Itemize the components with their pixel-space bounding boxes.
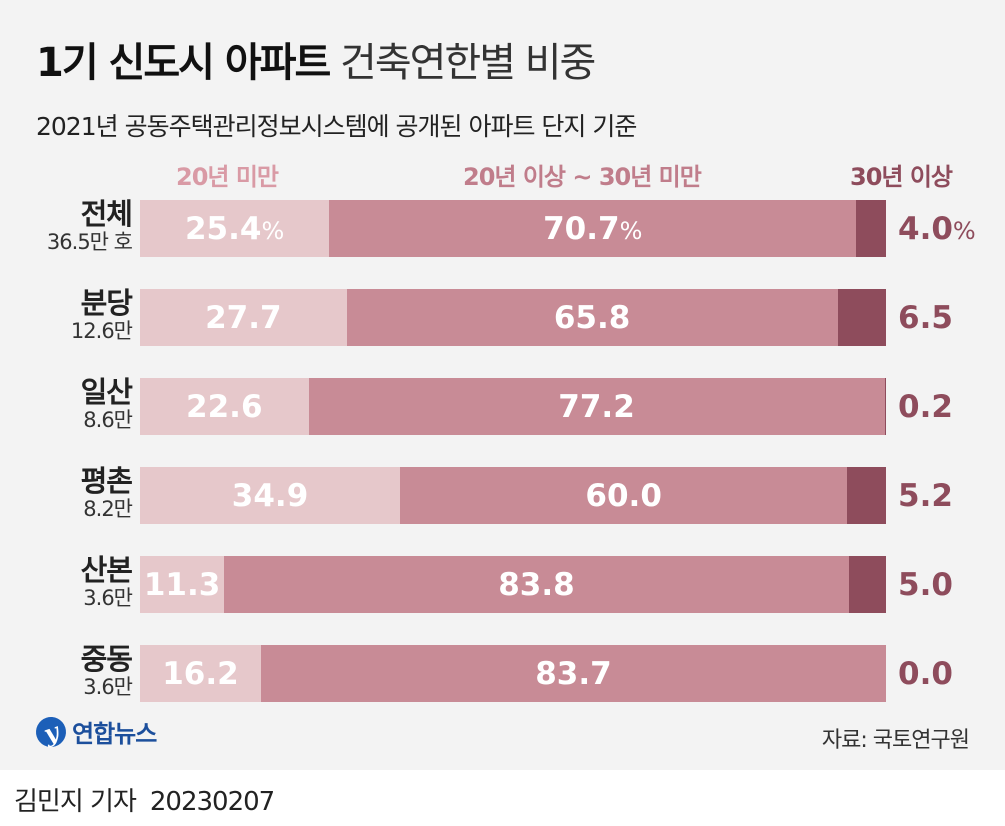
data-label: 16.2 [162,655,239,692]
chart-subtitle: 2021년 공동주택관리정보시스템에 공개된 아파트 단지 기준 [36,112,637,141]
bar-segment [140,467,401,524]
category-name: 산본 [80,553,133,587]
bar-segment [884,378,886,435]
row-label: 일산 8.6만 [20,375,133,432]
legend-under-20: 20년 미만 [176,163,279,191]
data-label: 11.3 [143,566,221,603]
title-bold: 1기 신도시 아파트 [36,40,331,86]
bar-segment [400,467,848,524]
category-count: 12.6만 [70,319,133,343]
bar-segment [260,645,886,702]
data-label: 60.0 [585,477,662,514]
data-label: 77.2 [558,388,635,425]
byline: 김민지 기자 20230207 [14,781,275,818]
category-name: 중동 [80,642,133,676]
bar-segment [224,556,849,613]
category-count: 8.6만 [83,408,133,432]
bar-segment [346,289,838,346]
row-label: 전체 36.5만 호 [20,197,133,254]
row-label: 분당 12.6만 [20,286,133,343]
byline-date: 20230207 [149,787,275,817]
bar-segment [140,645,261,702]
row-label: 산본 3.6만 [20,553,133,610]
category-name: 분당 [80,286,133,320]
category-count: 3.6만 [83,675,133,699]
data-label: 27.7 [205,299,282,336]
legend-over-30: 30년 이상 [850,163,953,191]
publisher-logo: y 연합뉴스 [32,712,157,751]
title-light: 건축연한별 비중 [340,40,596,86]
bar-segment [140,378,309,435]
category-count: 8.2만 [83,497,133,521]
row-label: 평촌 8.2만 [20,464,133,521]
data-label: 65.8 [553,299,631,336]
bar-segment [140,556,225,613]
reporter-name: 김민지 기자 [14,787,137,817]
logo-text: 연합뉴스 [72,720,157,748]
chart-panel: 1기 신도시 아파트 건축연한별 비중 2021년 공동주택관리정보시스템에 공… [0,0,1005,770]
row-label: 중동 3.6만 [20,642,133,699]
data-label: 6.5 [898,299,953,336]
data-label: 25.4% [184,210,285,247]
bar-segment [847,467,886,524]
legend-20-to-30: 20년 이상 ~ 30년 미만 [463,163,702,191]
bar-segment [856,200,886,257]
data-label: 4.0% [898,210,976,247]
bar-segment [848,556,886,613]
category-name: 전체 [80,197,133,231]
data-label: 34.9 [231,477,309,514]
bar-segment [140,289,347,346]
data-label: 0.0 [898,655,953,692]
data-label: 22.6 [186,388,263,425]
data-label: 83.8 [498,566,575,603]
data-label: 0.2 [898,388,953,425]
bar-segment [308,378,885,435]
bar-segment [140,200,330,257]
category-count: 36.5만 호 [46,230,133,254]
data-label: 83.7 [535,655,612,692]
data-label: 70.7% [543,210,643,247]
bar-segment [837,289,886,346]
yonhap-logo-icon: y [32,712,70,751]
category-count: 3.6만 [83,586,133,610]
data-label: 5.0 [898,566,953,603]
category-name: 평촌 [80,464,133,498]
chart-title: 1기 신도시 아파트 건축연한별 비중 [36,30,596,88]
category-name: 일산 [80,375,133,409]
data-label: 5.2 [898,477,953,514]
bar-segment [329,200,857,257]
source-note: 자료: 국토연구원 [821,728,970,753]
